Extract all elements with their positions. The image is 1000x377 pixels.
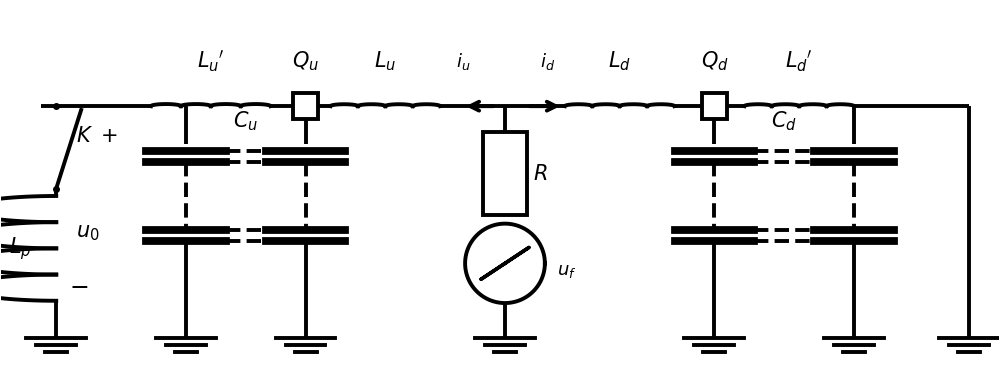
Text: $L_d{}'$: $L_d{}'$ [785,49,813,74]
Text: $L_p$: $L_p$ [9,235,31,262]
Text: $Q_u$: $Q_u$ [292,49,319,73]
Text: $L_u$: $L_u$ [374,49,396,73]
Text: $C_u$: $C_u$ [233,109,258,133]
Text: $L_d$: $L_d$ [608,49,631,73]
Bar [702,93,727,119]
Text: $K$: $K$ [76,126,93,146]
Text: $i_d$: $i_d$ [540,51,555,72]
Text: $Q_d$: $Q_d$ [701,49,728,73]
Bar [293,93,318,119]
Text: $L_u{}'$: $L_u{}'$ [197,49,225,74]
Text: $C_d$: $C_d$ [771,109,797,133]
Text: $+$: $+$ [100,126,117,146]
Text: $u_f$: $u_f$ [557,262,576,280]
Text: $-$: $-$ [69,274,88,298]
Text: $i_u$: $i_u$ [456,51,470,72]
Bar [483,132,527,215]
Text: $R$: $R$ [533,164,547,184]
Text: $u_0$: $u_0$ [76,224,100,244]
